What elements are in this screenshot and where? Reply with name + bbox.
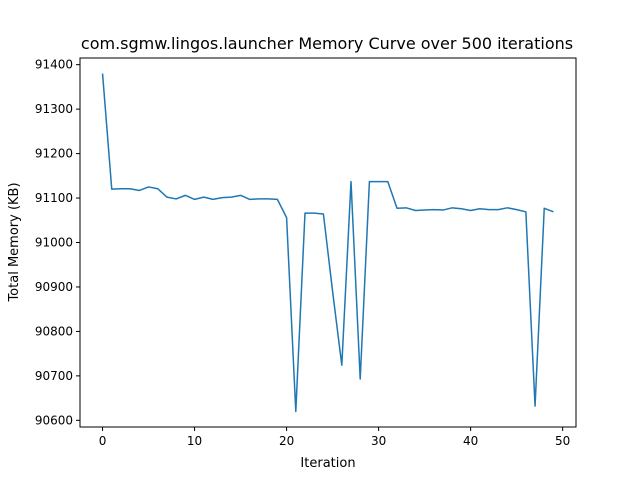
x-tick-label: 10 [187,434,202,448]
y-tick-label: 91400 [35,58,73,72]
y-tick-label: 90700 [35,369,73,383]
x-tick-label: 30 [371,434,386,448]
x-tick-label: 20 [279,434,294,448]
y-tick-label: 90900 [35,280,73,294]
x-tick-label: 50 [555,434,570,448]
x-axis: 0 10 20 30 40 50 [99,427,570,448]
x-axis-label: Iteration [300,456,355,471]
x-tick-label: 40 [463,434,478,448]
plot-area [101,73,554,413]
x-tick-label: 0 [99,434,107,448]
y-tick-label: 90800 [35,324,73,338]
y-axis: 90600 90700 90800 90900 91000 91100 91200 91300… [35,58,80,427]
y-axis-label: Total Memory (KB) [7,182,22,302]
y-tick-label: 91300 [35,102,73,116]
y-tick-label: 91100 [35,191,73,205]
chart-title: com.sgmw.lingos.launcher Memory Curve ov… [81,34,573,53]
y-tick-label: 91200 [35,147,73,161]
y-tick-label: 91000 [35,236,73,250]
plot-frame [79,57,577,428]
series-line-0 [101,73,554,413]
y-tick-label: 90600 [35,413,73,427]
